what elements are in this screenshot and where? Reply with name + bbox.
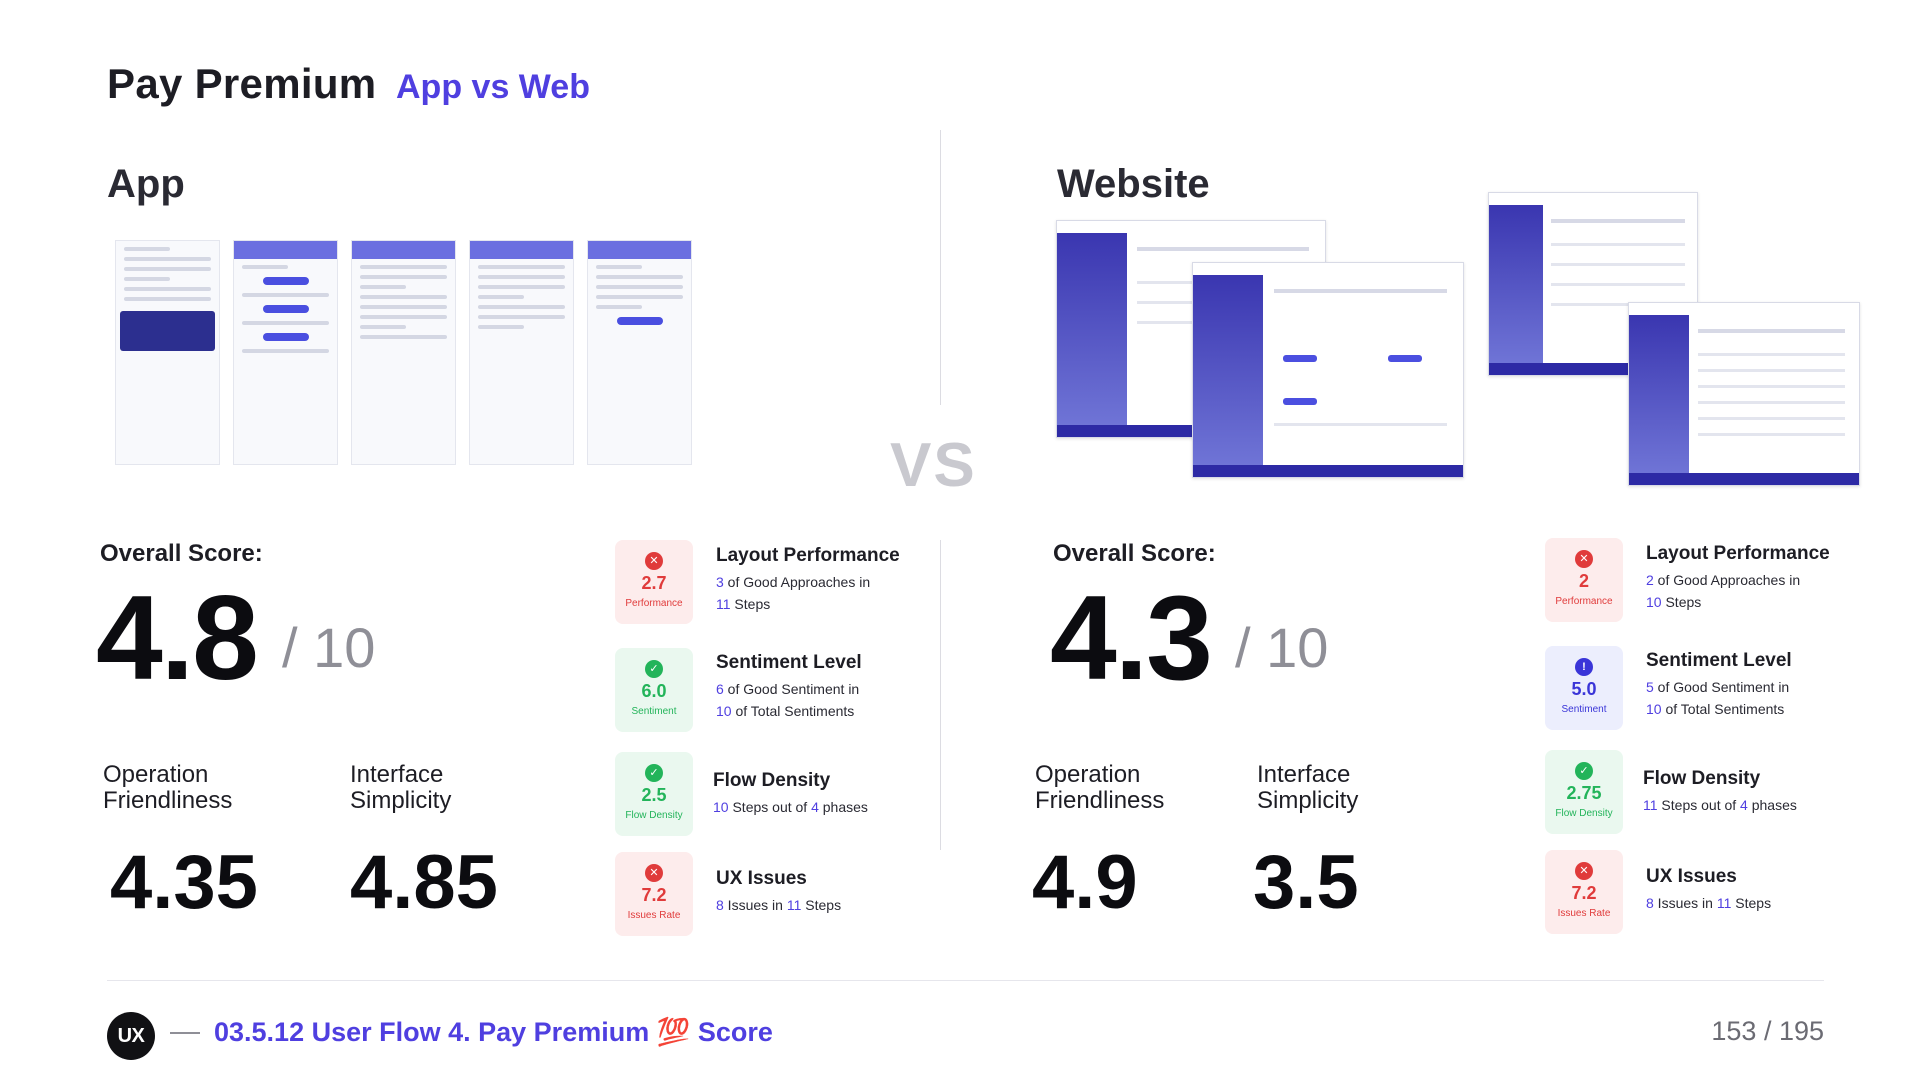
app-screenshot-2 (233, 240, 338, 465)
web-overall-score: 4.3 (1050, 571, 1213, 705)
app-overall-score: 4.8 (96, 571, 259, 705)
app-flow-badge: ✓ 2.5 Flow Density (615, 752, 693, 836)
app-flow-metric: Flow Density 10 Steps out of 4 phases (713, 770, 868, 815)
app-sentiment-metric: Sentiment Level 6 of Good Sentiment in 10… (716, 652, 862, 720)
app-screenshot-5 (587, 240, 692, 465)
divider-bottom (940, 540, 941, 850)
app-layout-metric: Layout Performance 3 of Good Approaches … (716, 545, 900, 613)
x-icon: ✕ (645, 864, 663, 882)
web-sentiment-metric: Sentiment Level 5 of Good Sentiment in 10… (1646, 650, 1792, 718)
app-out-of: / 10 (282, 616, 376, 679)
app-operation-score: 4.35 (110, 840, 258, 925)
page-title: Pay Premium (107, 60, 377, 107)
web-out-of: / 10 (1235, 616, 1329, 679)
web-issues-badge: ✕ 7.2 Issues Rate (1545, 850, 1623, 934)
footer-breadcrumb: 03.5.12 User Flow 4. Pay Premium 💯 Score (214, 1017, 773, 1047)
check-icon: ✓ (645, 764, 663, 782)
web-interface-label: Interface Simplicity (1257, 761, 1359, 815)
check-icon: ✓ (1575, 762, 1593, 780)
web-flow-metric: Flow Density 11 Steps out of 4 phases (1643, 768, 1797, 813)
footer-dash (170, 1032, 200, 1034)
page-subtitle: App vs Web (396, 68, 590, 106)
x-icon: ✕ (1575, 862, 1593, 880)
web-screenshot-2 (1192, 262, 1464, 478)
web-sentiment-badge: ! 5.0 Sentiment (1545, 646, 1623, 730)
ux-logo: UX (107, 1012, 155, 1060)
x-icon: ✕ (645, 552, 663, 570)
x-icon: ✕ (1575, 550, 1593, 568)
web-layout-badge: ✕ 2 Performance (1545, 538, 1623, 622)
app-screenshot-1 (115, 240, 220, 465)
divider-top (940, 130, 941, 405)
web-screenshot-4 (1628, 302, 1860, 486)
app-interface-score: 4.85 (350, 840, 498, 925)
app-issues-badge: ✕ 7.2 Issues Rate (615, 852, 693, 936)
web-layout-metric: Layout Performance 2 of Good Approaches … (1646, 543, 1830, 611)
app-issues-metric: UX Issues 8 Issues in 11 Steps (716, 868, 842, 913)
website-section-title: Website (1057, 162, 1210, 206)
footer-divider (107, 980, 1824, 981)
app-screenshot-4 (469, 240, 574, 465)
web-issues-metric: UX Issues 8 Issues in 11 Steps (1646, 866, 1772, 911)
check-icon: ✓ (645, 660, 663, 678)
web-operation-label: Operation Friendliness (1035, 761, 1165, 815)
app-interface-label: Interface Simplicity (350, 761, 452, 815)
web-overall-label: Overall Score: (1053, 540, 1216, 567)
app-screenshot-3 (351, 240, 456, 465)
app-operation-label: Operation Friendliness (103, 761, 233, 815)
page-number: 153 / 195 (1711, 1016, 1824, 1046)
web-flow-badge: ✓ 2.75 Flow Density (1545, 750, 1623, 834)
vs-label: VS (890, 431, 977, 500)
app-section-title: App (107, 162, 185, 206)
exclamation-icon: ! (1575, 658, 1593, 676)
app-overall-label: Overall Score: (100, 540, 263, 567)
web-operation-score: 4.9 (1032, 840, 1138, 925)
app-layout-badge: ✕ 2.7 Performance (615, 540, 693, 624)
web-interface-score: 3.5 (1253, 840, 1359, 925)
app-sentiment-badge: ✓ 6.0 Sentiment (615, 648, 693, 732)
